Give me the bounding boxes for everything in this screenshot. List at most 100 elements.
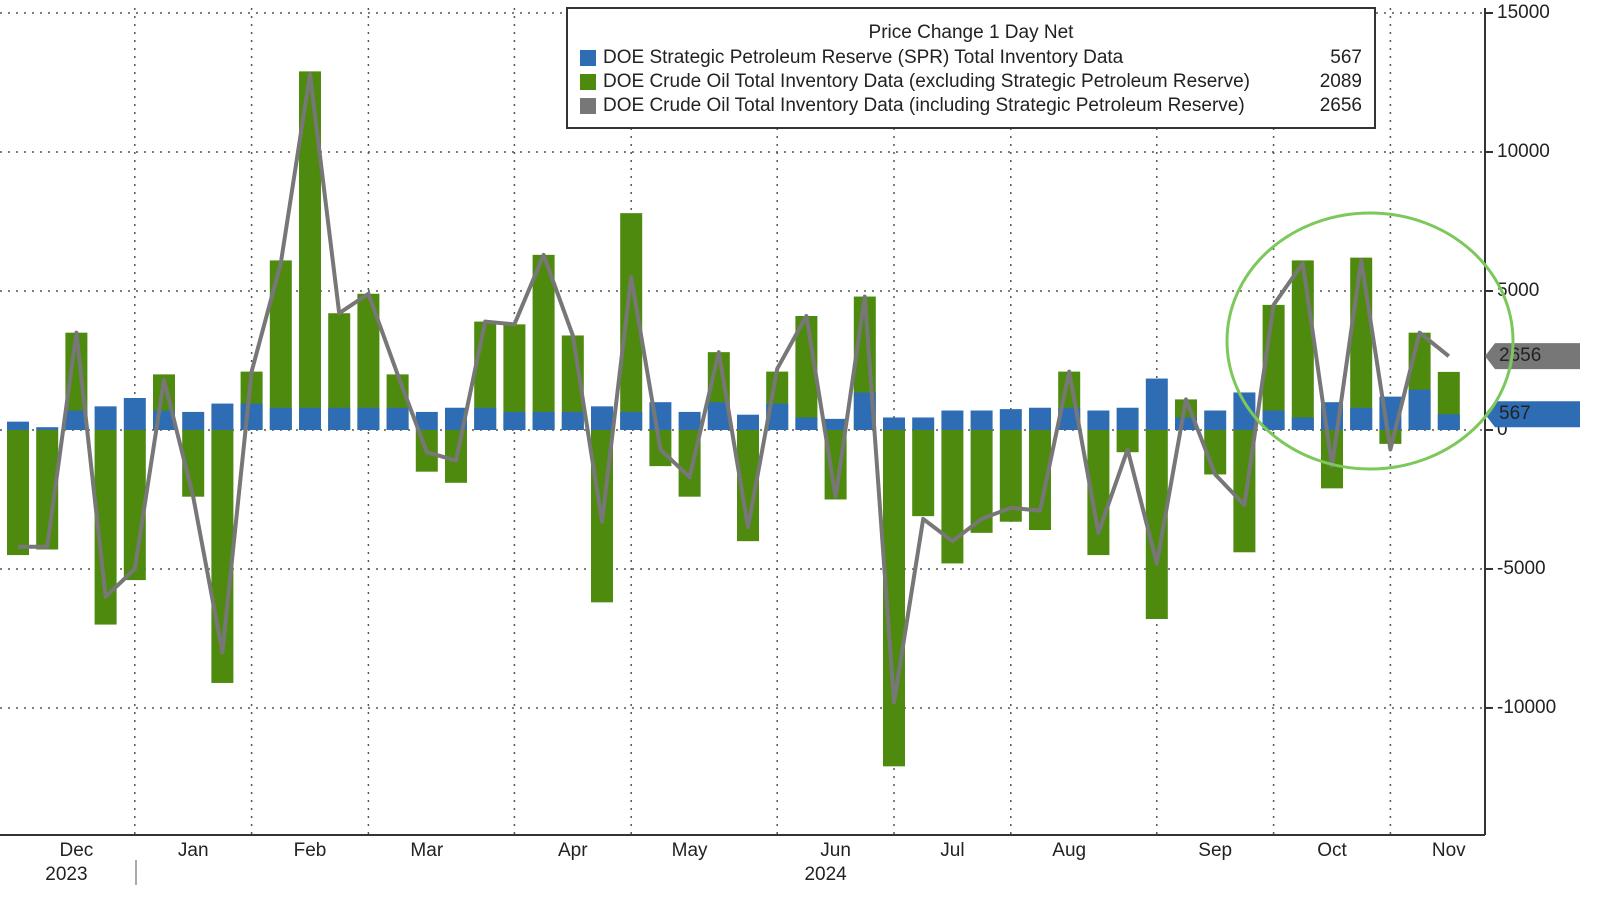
y-tick-label: 5000 [1497, 280, 1539, 301]
legend-title: Price Change 1 Day Net [869, 22, 1075, 43]
bar [94, 429, 117, 625]
value-tag-label: 567 [1499, 403, 1531, 424]
bar [503, 324, 526, 430]
year-label: 2024 [804, 864, 847, 885]
bar [912, 417, 935, 430]
bar [211, 403, 234, 430]
bar [912, 429, 935, 517]
bar [737, 414, 759, 430]
bar [123, 398, 146, 430]
bar [1204, 410, 1227, 430]
bar [999, 409, 1022, 430]
bar [883, 429, 905, 767]
bar [1262, 410, 1285, 430]
bar [357, 293, 380, 430]
x-tick-label: Sep [1198, 840, 1232, 861]
bar [824, 418, 847, 430]
bar [941, 410, 964, 430]
bar [1291, 417, 1314, 430]
legend-value: 2089 [1320, 71, 1362, 92]
legend-box [566, 7, 1376, 129]
bar [970, 410, 993, 430]
bar [1350, 257, 1373, 430]
bar [678, 411, 701, 430]
bar [532, 254, 555, 430]
x-tick-label: Apr [558, 840, 588, 861]
legend-label: DOE Crude Oil Total Inventory Data (incl… [603, 95, 1245, 116]
bar [999, 429, 1022, 522]
x-tick-label: Mar [410, 840, 443, 861]
bar [561, 411, 584, 430]
bar [853, 392, 876, 430]
x-tick-label: Dec [60, 840, 94, 861]
x-tick-label: Jun [820, 840, 851, 861]
x-tick-label: Feb [294, 840, 327, 861]
bar [503, 411, 526, 430]
value-tag [1485, 343, 1580, 370]
bar [1116, 407, 1139, 430]
y-tick-label: 15000 [1497, 2, 1550, 23]
x-tick-label: May [672, 840, 708, 861]
bar [299, 71, 321, 430]
bar [269, 407, 292, 430]
bar [970, 429, 993, 533]
bar [1029, 429, 1051, 531]
x-tick-label: Oct [1317, 840, 1347, 861]
value-tag [1485, 401, 1580, 428]
bar [94, 406, 117, 430]
legend-label: DOE Crude Oil Total Inventory Data (excl… [603, 71, 1250, 92]
bar [1408, 389, 1431, 430]
bar [1233, 392, 1256, 430]
bar [1145, 429, 1168, 620]
year-label: 2023 [45, 864, 87, 885]
x-tick-label: Jan [178, 840, 209, 861]
bar [1029, 407, 1051, 430]
bar [36, 427, 59, 430]
total-line [18, 72, 1451, 705]
legend-value: 567 [1330, 47, 1362, 68]
bar [240, 403, 263, 430]
legend-label: DOE Strategic Petroleum Reserve (SPR) To… [603, 47, 1124, 68]
bar [65, 332, 88, 430]
bar [941, 429, 964, 564]
legend-swatch [580, 74, 596, 90]
bar [1116, 429, 1139, 453]
y-tick-label: 0 [1497, 419, 1508, 440]
bar [182, 411, 205, 430]
y-tick-label: 10000 [1497, 141, 1550, 162]
bar [415, 411, 438, 430]
bar [532, 411, 555, 430]
bar [620, 411, 643, 430]
bar [328, 407, 351, 430]
bar [707, 402, 730, 430]
bar [620, 213, 643, 430]
bar [1058, 407, 1081, 430]
x-tick-label: Aug [1052, 840, 1086, 861]
bar [65, 410, 88, 430]
bar [1437, 414, 1460, 430]
legend-value: 2656 [1320, 95, 1362, 116]
legend: Price Change 1 Day Net DOE Strategic Petr… [566, 7, 1376, 129]
bar [269, 260, 292, 430]
legend-swatch [580, 50, 596, 66]
bar [445, 407, 467, 430]
x-tick-label: Nov [1432, 840, 1466, 861]
bar [386, 407, 409, 430]
bar [591, 406, 613, 430]
bar [737, 429, 759, 542]
bar [1145, 378, 1168, 430]
bar [795, 417, 818, 430]
bar [7, 429, 29, 556]
legend-swatch [580, 98, 596, 114]
x-tick-label: Jul [940, 840, 964, 861]
bar [766, 403, 789, 430]
bar [883, 417, 905, 430]
highlight-circle [1225, 211, 1515, 471]
bar [1291, 260, 1314, 430]
bar [357, 407, 380, 430]
bar [299, 407, 321, 430]
y-tick-label: -5000 [1497, 558, 1546, 579]
